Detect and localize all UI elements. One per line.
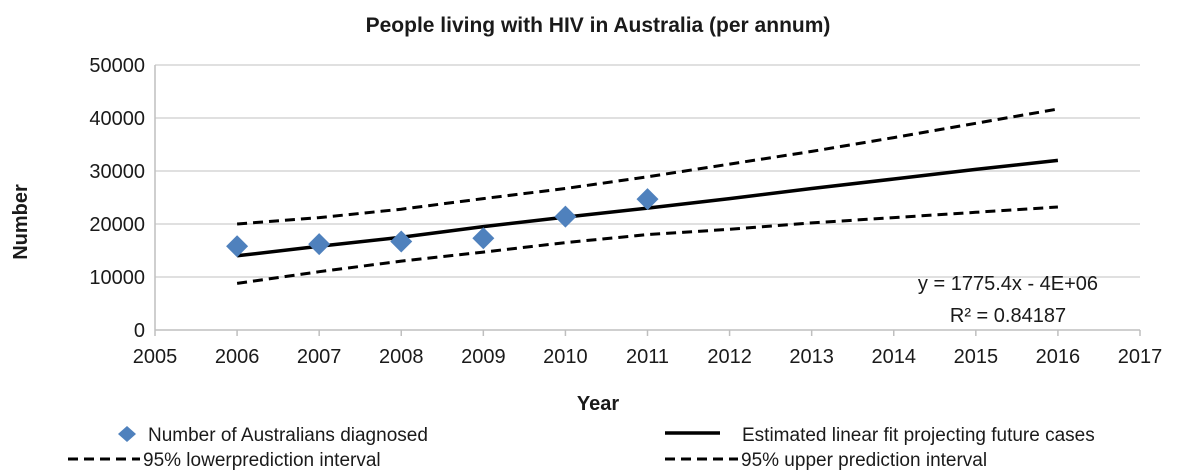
x-tick-label: 2016: [1036, 346, 1081, 368]
data-point-diagnosed: [308, 233, 331, 256]
x-tick-label: 2008: [379, 346, 424, 368]
gridlines: [155, 64, 1140, 278]
y-tick-label: 50000: [89, 55, 145, 77]
x-axis-title: Year: [577, 393, 619, 415]
x-tick-label: 2009: [461, 346, 506, 368]
legend-label-upper-interval: 95% upper prediction interval: [741, 450, 987, 471]
data-point-diagnosed: [226, 235, 249, 258]
x-tick-label: 2017: [1118, 346, 1163, 368]
plot-area: [226, 107, 1059, 285]
data-point-diagnosed: [472, 227, 495, 250]
x-tick-label: 2013: [789, 346, 834, 368]
y-tick-label: 0: [134, 320, 145, 342]
lower-prediction-line: [236, 205, 1058, 285]
x-tick-label: 2014: [872, 346, 917, 368]
axes: [154, 65, 1141, 336]
upper-prediction-line: [236, 107, 1059, 226]
legend-label-linear-fit: Estimated linear fit projecting future c…: [742, 425, 1095, 446]
chart-title: People living with HIV in Australia (per…: [366, 14, 831, 37]
data-point-diagnosed: [636, 188, 659, 211]
y-tick-label: 40000: [89, 108, 145, 130]
y-axis-title: Number: [10, 184, 32, 260]
y-tick-label: 10000: [89, 267, 145, 289]
x-tick-label: 2015: [954, 346, 999, 368]
x-tick-label: 2007: [297, 346, 342, 368]
data-point-diagnosed: [554, 205, 577, 228]
legend-label-diagnosed: Number of Australians diagnosed: [148, 425, 428, 446]
x-tick-label: 2010: [543, 346, 588, 368]
y-tick-label: 20000: [89, 214, 145, 236]
x-tick-label: 2006: [215, 346, 260, 368]
tick-labels: 0 10000 20000 30000 40000 50000 2005 2006 2007 20…: [89, 55, 1162, 368]
y-tick-label: 30000: [89, 161, 145, 183]
x-tick-label: 2012: [707, 346, 752, 368]
legend-label-lower-interval: 95% lowerprediction interval: [143, 450, 381, 471]
legend: Number of Australians diagnosed Estimate…: [68, 425, 1095, 471]
x-tick-label: 2005: [133, 346, 178, 368]
x-tick-label: 2011: [626, 346, 669, 368]
r-squared-label: R² = 0.84187: [950, 305, 1066, 327]
data-point-diagnosed: [390, 230, 413, 253]
legend-marker-diagnosed: [118, 426, 136, 442]
trendline-equation: y = 1775.4x - 4E+06: [918, 273, 1098, 295]
